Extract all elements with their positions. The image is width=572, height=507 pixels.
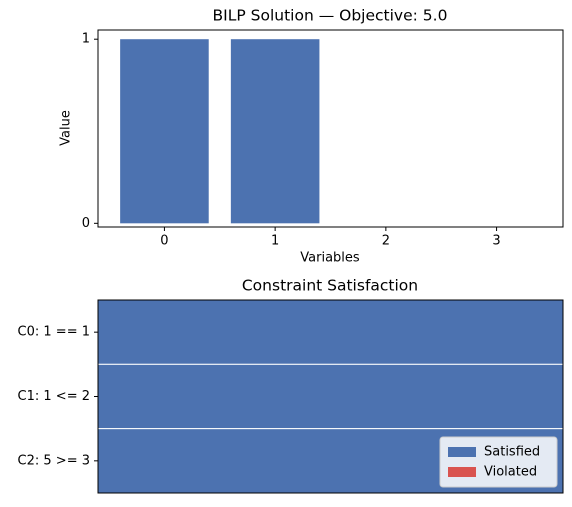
y-axis-label: Value — [59, 110, 74, 146]
bar — [97, 299, 564, 365]
y-tick-label: C1: 1 <= 2 — [18, 389, 90, 404]
y-tick-label: C2: 5 >= 3 — [18, 453, 90, 468]
chart-title: BILP Solution — Objective: 5.0 — [213, 7, 448, 25]
legend-label: Violated — [484, 465, 537, 480]
y-tick-label: 0 — [82, 216, 90, 231]
axes-frame — [97, 299, 564, 494]
y-tick-label: 1 — [82, 32, 90, 47]
x-tick-label: 3 — [492, 234, 500, 249]
x-tick-label: 1 — [271, 234, 279, 249]
bar — [120, 39, 209, 224]
x-tick-label: 0 — [160, 234, 168, 249]
axes-frame — [97, 29, 564, 228]
legend-label: Satisfied — [484, 445, 540, 460]
bar — [230, 39, 320, 224]
legend-swatch — [448, 467, 476, 477]
chart-title: Constraint Satisfaction — [242, 277, 418, 295]
legend-swatch — [448, 447, 476, 457]
x-tick-label: 2 — [382, 234, 390, 249]
x-axis-label: Variables — [300, 251, 360, 266]
y-tick-label: C0: 1 == 1 — [18, 325, 90, 340]
bar — [97, 363, 564, 430]
